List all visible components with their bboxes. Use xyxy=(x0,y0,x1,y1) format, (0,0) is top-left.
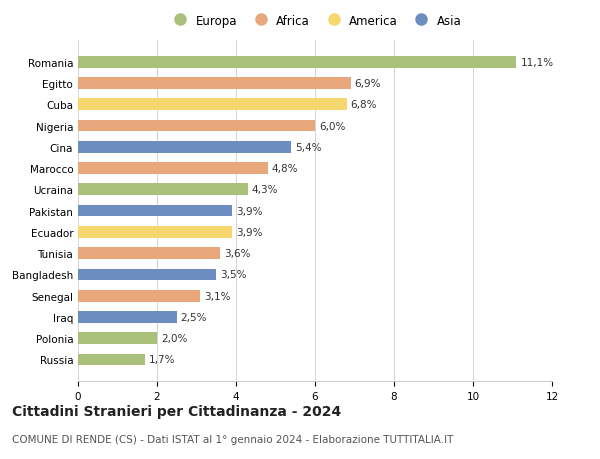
Text: Cittadini Stranieri per Cittadinanza - 2024: Cittadini Stranieri per Cittadinanza - 2… xyxy=(12,404,341,418)
Text: 6,9%: 6,9% xyxy=(355,79,381,89)
Bar xyxy=(78,163,268,174)
Text: 3,5%: 3,5% xyxy=(220,270,247,280)
Text: 3,6%: 3,6% xyxy=(224,249,251,258)
Text: 11,1%: 11,1% xyxy=(520,57,554,67)
Text: 6,0%: 6,0% xyxy=(319,121,346,131)
Bar xyxy=(78,142,292,153)
Text: 2,0%: 2,0% xyxy=(161,334,187,343)
Text: 3,1%: 3,1% xyxy=(205,291,231,301)
Bar xyxy=(78,227,232,238)
Bar xyxy=(78,333,157,344)
Bar xyxy=(78,78,350,90)
Bar xyxy=(78,57,517,68)
Text: 1,7%: 1,7% xyxy=(149,355,176,365)
Text: COMUNE DI RENDE (CS) - Dati ISTAT al 1° gennaio 2024 - Elaborazione TUTTITALIA.I: COMUNE DI RENDE (CS) - Dati ISTAT al 1° … xyxy=(12,434,454,444)
Bar xyxy=(78,120,315,132)
Bar xyxy=(78,99,347,111)
Text: 3,9%: 3,9% xyxy=(236,227,263,237)
Text: 4,3%: 4,3% xyxy=(252,185,278,195)
Bar xyxy=(78,248,220,259)
Bar xyxy=(78,290,200,302)
Bar xyxy=(78,354,145,365)
Legend: Europa, Africa, America, Asia: Europa, Africa, America, Asia xyxy=(164,10,466,32)
Bar xyxy=(78,184,248,196)
Bar xyxy=(78,205,232,217)
Text: 5,4%: 5,4% xyxy=(295,142,322,152)
Text: 6,8%: 6,8% xyxy=(350,100,377,110)
Text: 3,9%: 3,9% xyxy=(236,206,263,216)
Bar xyxy=(78,269,216,280)
Text: 4,8%: 4,8% xyxy=(272,164,298,174)
Bar xyxy=(78,311,177,323)
Text: 2,5%: 2,5% xyxy=(181,312,207,322)
